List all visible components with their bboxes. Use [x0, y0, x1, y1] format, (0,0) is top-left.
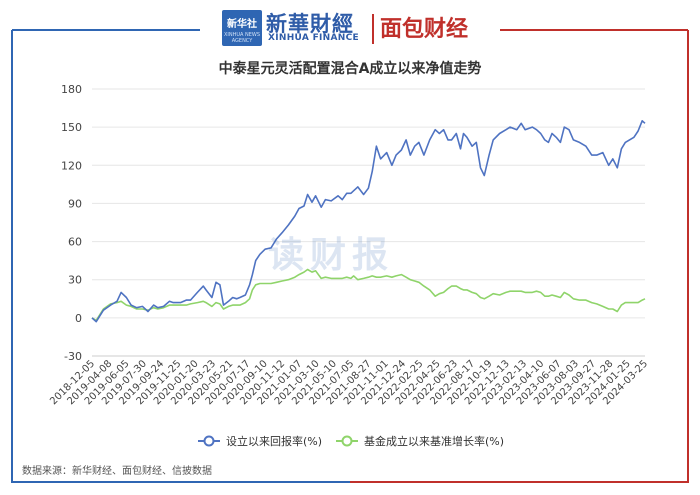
partner-logo: 面包财经: [380, 17, 469, 42]
y-tick-label: 180: [61, 83, 82, 96]
legend-label-2: 基金成立以来基准增长率(%): [364, 434, 504, 448]
frame-left-border: [11, 30, 350, 483]
header-separator: [372, 14, 374, 44]
y-tick-label: -30: [64, 350, 82, 363]
legend-marker-1: [203, 435, 215, 447]
xinhua-logo: 新华社 XINHUA NEWS AGENCY: [222, 10, 262, 46]
x-axis-ticks: 2018-12-052019-04-082019-06-052019-07-30…: [48, 358, 650, 407]
y-tick-label: 120: [61, 159, 82, 172]
y-axis-ticks: -30 0 30 60 90 120 150 180: [61, 83, 82, 363]
source-note: 数据来源：新华财经、面包财经、信披数据: [22, 466, 212, 477]
xinhua-logo-sub: XINHUA NEWS AGENCY: [223, 32, 261, 44]
y-tick-label: 0: [75, 312, 82, 325]
series-lines: [91, 120, 646, 323]
chart-title: 中泰星元灵活配置混合A成立以来净值走势: [218, 61, 482, 77]
y-tick-label: 30: [68, 274, 82, 287]
y-tick-label: 60: [68, 236, 82, 249]
brand-cn: 新華財經: [266, 11, 354, 36]
frame-right-border: [350, 30, 689, 483]
legend-marker-2: [341, 435, 353, 447]
header: 新华社 XINHUA NEWS AGENCY 新華財經 XINHUA FINAN…: [0, 6, 700, 46]
y-tick-label: 90: [68, 197, 82, 210]
grid-lines: [92, 88, 645, 357]
watermark: 读财报: [268, 235, 395, 276]
brand-en: XINHUA FINANCE: [268, 33, 359, 43]
series-line-2: [91, 268, 646, 322]
y-tick-label: 150: [61, 121, 82, 134]
xinhua-logo-text: 新华社: [227, 19, 257, 30]
legend-label-1: 设立以来回报率(%): [226, 434, 322, 448]
series-line-1: [91, 120, 646, 323]
legend: 设立以来回报率(%) 基金成立以来基准增长率(%): [198, 434, 504, 448]
